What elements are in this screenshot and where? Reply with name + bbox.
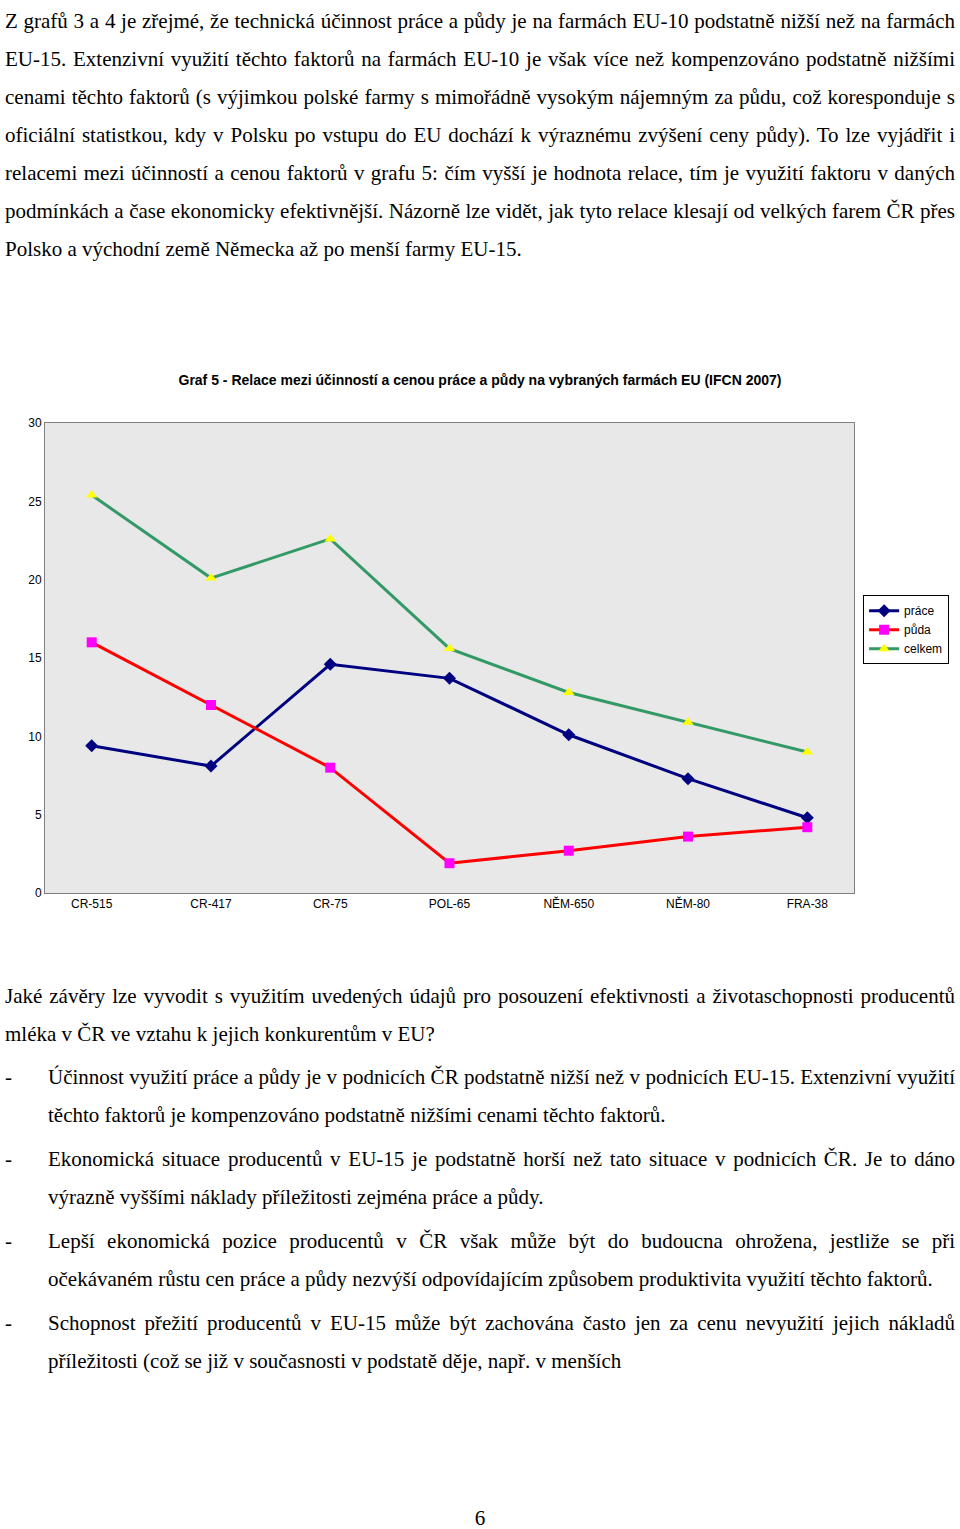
svg-text:5: 5	[35, 808, 42, 822]
svg-text:práce: práce	[904, 604, 934, 618]
svg-text:CR-417: CR-417	[190, 897, 232, 911]
svg-text:CR-515: CR-515	[71, 897, 113, 911]
svg-text:20: 20	[28, 573, 42, 587]
html-text:Jaké závěry lze vyvodit s využ: Jaké závěry lze vyvodit s využitím uvede…	[5, 984, 955, 1046]
svg-text:10: 10	[28, 730, 42, 744]
svg-text:25: 25	[28, 495, 42, 509]
svg-text:30: 30	[28, 416, 42, 430]
svg-text:0: 0	[35, 886, 42, 900]
svg-text:NĚM-80: NĚM-80	[666, 896, 710, 911]
html-text:Lepší ekonomická pozice produc: Lepší ekonomická pozice producentů v ČR …	[48, 1229, 955, 1291]
html-text:Schopnost přežití producentů v: Schopnost přežití producentů v EU-15 můž…	[48, 1311, 955, 1373]
html-text:Ekonomická situace producentů: Ekonomická situace producentů v EU-15 je…	[48, 1147, 955, 1209]
svg-text:15: 15	[28, 651, 42, 665]
html-text:6: 6	[474, 1506, 486, 1529]
svg-text:Graf 5 - Relace mezi účinností: Graf 5 - Relace mezi účinností a cenou p…	[179, 372, 782, 388]
html-text:Účinnost využití práce a půdy: Účinnost využití práce a půdy je v podni…	[48, 1065, 955, 1127]
html-text:Z grafů 3 a 4 je zřejmé, že te: Z grafů 3 a 4 je zřejmé, že technická úč…	[5, 9, 955, 261]
svg-text:půda: půda	[904, 623, 931, 637]
svg-text:FRA-38: FRA-38	[787, 897, 829, 911]
svg-text:POL-65: POL-65	[429, 897, 471, 911]
svg-text:NĚM-650: NĚM-650	[543, 896, 594, 911]
svg-text:celkem: celkem	[904, 642, 942, 656]
svg-text:CR-75: CR-75	[313, 897, 348, 911]
